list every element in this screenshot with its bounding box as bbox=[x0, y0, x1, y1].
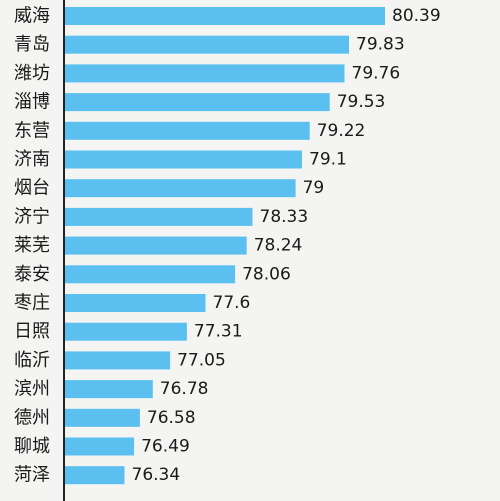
bars-group bbox=[64, 7, 385, 485]
bar bbox=[64, 294, 206, 312]
bar bbox=[64, 93, 330, 112]
value-label: 79.53 bbox=[337, 92, 386, 112]
value-label: 76.58 bbox=[147, 408, 196, 428]
bar bbox=[64, 64, 345, 83]
bar bbox=[64, 207, 253, 226]
bar bbox=[64, 380, 153, 399]
value-label: 79.76 bbox=[352, 63, 401, 83]
category-label: 潍坊 bbox=[14, 63, 50, 84]
category-label: 聊城 bbox=[14, 436, 50, 457]
value-label: 76.78 bbox=[160, 379, 209, 399]
bar bbox=[64, 351, 171, 370]
category-label: 日照 bbox=[14, 321, 50, 342]
category-label: 烟台 bbox=[14, 178, 50, 199]
value-label: 78.33 bbox=[260, 207, 309, 227]
value-label: 76.49 bbox=[141, 437, 190, 457]
bar bbox=[64, 150, 302, 169]
value-label: 78.24 bbox=[254, 236, 303, 256]
bar bbox=[64, 179, 296, 198]
bar bbox=[64, 437, 135, 456]
bar bbox=[64, 322, 187, 341]
value-label: 79 bbox=[303, 178, 325, 198]
bar bbox=[64, 265, 236, 284]
value-label: 80.39 bbox=[392, 6, 441, 26]
category-label: 青岛 bbox=[14, 34, 50, 55]
value-label: 76.34 bbox=[132, 465, 181, 485]
value-label: 78.06 bbox=[242, 264, 291, 284]
bar bbox=[64, 236, 247, 255]
category-label: 滨州 bbox=[14, 379, 50, 400]
category-label: 泰安 bbox=[14, 264, 50, 285]
bar bbox=[64, 408, 140, 427]
category-label: 威海 bbox=[14, 6, 50, 27]
value-label: 79.1 bbox=[309, 150, 347, 170]
category-label: 淄博 bbox=[14, 92, 50, 113]
value-labels-group: 80.39 79.83 79.76 79.53 79.22 79.1 79 78.33 78.2… bbox=[132, 6, 441, 485]
category-label: 枣庄 bbox=[14, 293, 50, 314]
category-label: 济宁 bbox=[14, 206, 50, 227]
value-label: 79.22 bbox=[317, 121, 366, 141]
value-label: 77.05 bbox=[177, 350, 226, 370]
value-label: 77.6 bbox=[213, 293, 251, 313]
bar bbox=[64, 121, 310, 140]
bar bbox=[64, 7, 385, 25]
bar bbox=[64, 466, 125, 485]
category-label: 莱芜 bbox=[14, 235, 50, 256]
category-label: 东营 bbox=[14, 120, 50, 141]
category-label: 德州 bbox=[14, 407, 50, 428]
value-label: 79.83 bbox=[356, 35, 405, 55]
category-label: 临沂 bbox=[14, 350, 50, 371]
category-label: 济南 bbox=[14, 149, 50, 170]
bar bbox=[64, 35, 349, 54]
category-label: 菏泽 bbox=[14, 465, 50, 486]
value-label: 77.31 bbox=[194, 322, 243, 342]
